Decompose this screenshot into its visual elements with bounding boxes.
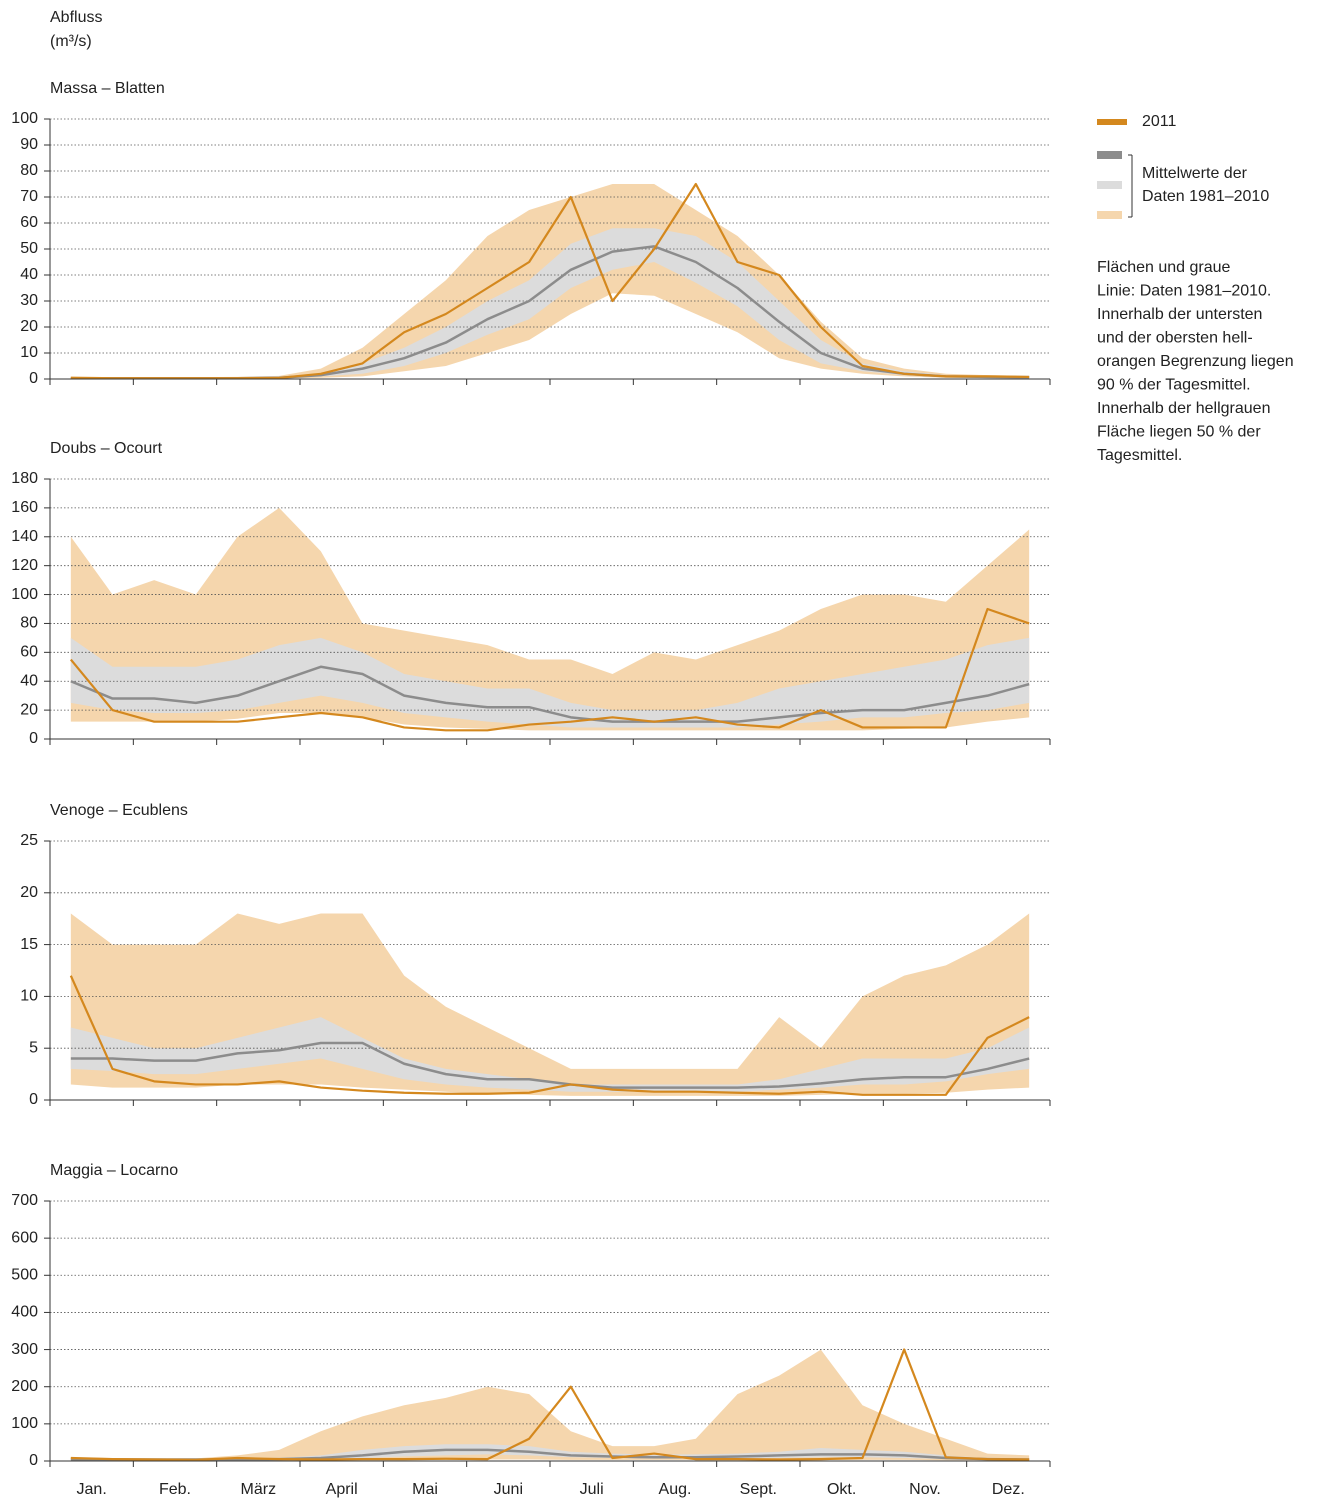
y-tick-label: 0	[29, 1091, 38, 1108]
y-axis-unit: (m³/s)	[50, 33, 92, 50]
x-tick-label: Juli	[580, 1481, 604, 1498]
y-tick-label: 25	[20, 832, 38, 849]
x-tick-label: April	[326, 1481, 358, 1498]
legend-note: Flächen und graue	[1097, 259, 1231, 276]
series-line	[69, 607, 1030, 732]
x-tick-label: März	[241, 1481, 277, 1498]
legend-swatch	[1097, 151, 1122, 159]
y-tick-label: 10	[20, 344, 38, 361]
y-tick-label: 100	[11, 586, 38, 603]
chart-title: Massa – Blatten	[50, 80, 165, 97]
x-tick-label: Mai	[412, 1481, 438, 1498]
legend-note: Innerhalb der hellgrauen	[1097, 400, 1270, 417]
y-tick-label: 20	[20, 884, 38, 901]
y-tick-label: 400	[11, 1304, 38, 1321]
band-90	[70, 1349, 1030, 1461]
y-tick-label: 0	[29, 1452, 38, 1469]
y-axis-label: Abfluss	[50, 9, 102, 26]
y-tick-label: 180	[11, 470, 38, 487]
x-tick-label: Dez.	[992, 1481, 1025, 1498]
y-tick-label: 700	[11, 1192, 38, 1209]
y-tick-label: 120	[11, 557, 38, 574]
chart-title: Venoge – Ecublens	[50, 802, 188, 819]
y-tick-label: 60	[20, 644, 38, 661]
x-tick-label: Sept.	[740, 1481, 777, 1498]
y-tick-label: 20	[20, 318, 38, 335]
legend-note: Tagesmittel.	[1097, 447, 1182, 464]
chart-title: Doubs – Ocourt	[50, 440, 163, 457]
x-tick-label: Okt.	[827, 1481, 856, 1498]
band-50	[70, 1017, 1030, 1092]
legend-note: orangen Begrenzung liegen	[1097, 353, 1294, 370]
y-tick-label: 80	[20, 615, 38, 632]
y-tick-label: 100	[11, 1415, 38, 1432]
y-tick-label: 60	[20, 214, 38, 231]
y-tick-label: 10	[20, 988, 38, 1005]
y-tick-label: 200	[11, 1378, 38, 1395]
y-tick-label: 0	[29, 370, 38, 387]
y-tick-label: 80	[20, 162, 38, 179]
y-tick-label: 15	[20, 936, 38, 953]
mean-line	[70, 1448, 1030, 1461]
y-tick-label: 40	[20, 266, 38, 283]
y-tick-label: 30	[20, 292, 38, 309]
y-tick-label: 140	[11, 528, 38, 545]
y-tick-label: 70	[20, 188, 38, 205]
band-50	[70, 637, 1030, 728]
series-line	[70, 1348, 1030, 1461]
legend-note: Fläche liegen 50 % der	[1097, 424, 1261, 441]
mean-line	[70, 1041, 1030, 1089]
legend-swatch	[1097, 119, 1127, 125]
mean-line	[70, 665, 1030, 723]
y-tick-label: 20	[20, 701, 38, 718]
legend-note: 90 % der Tagesmittel.	[1097, 377, 1251, 394]
y-tick-label: 90	[20, 136, 38, 153]
series-line	[70, 182, 1030, 380]
legend-note: und der obersten hell-	[1097, 330, 1253, 347]
legend-label: 2011	[1142, 113, 1177, 130]
x-tick-label: Juni	[494, 1481, 523, 1498]
chart-title: Maggia – Locarno	[50, 1162, 178, 1179]
y-tick-label: 500	[11, 1267, 38, 1284]
x-tick-label: Feb.	[159, 1481, 191, 1498]
legend-swatch	[1097, 211, 1122, 219]
y-tick-label: 300	[11, 1341, 38, 1358]
x-tick-label: Aug.	[659, 1481, 692, 1498]
legend-note: Linie: Daten 1981–2010.	[1097, 283, 1271, 300]
y-tick-label: 600	[11, 1229, 38, 1246]
legend-label: Daten 1981–2010	[1142, 188, 1269, 205]
legend-label: Mittelwerte der	[1142, 165, 1248, 182]
series-line	[69, 975, 1030, 1096]
y-tick-label: 40	[20, 672, 38, 689]
y-tick-label: 5	[29, 1039, 38, 1056]
y-tick-label: 160	[11, 499, 38, 516]
legend-note: Innerhalb der untersten	[1097, 306, 1262, 323]
y-tick-label: 50	[20, 240, 38, 257]
legend-swatch	[1097, 181, 1122, 189]
x-tick-label: Nov.	[909, 1481, 941, 1498]
y-tick-label: 0	[29, 730, 38, 747]
band-50	[70, 228, 1030, 379]
y-tick-label: 100	[11, 110, 38, 127]
x-tick-label: Jan.	[77, 1481, 107, 1498]
